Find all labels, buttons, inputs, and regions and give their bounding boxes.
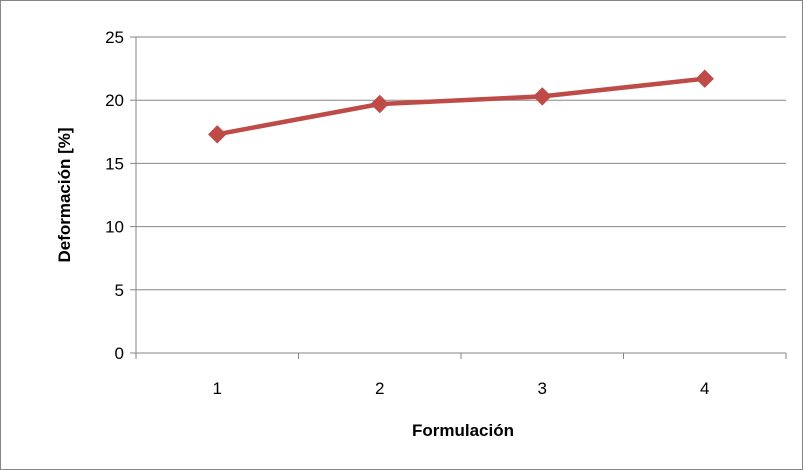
y-tick-label: 25	[105, 28, 124, 47]
x-tick-label: 4	[700, 379, 709, 398]
x-tick-label: 1	[213, 379, 222, 398]
y-tick-label: 15	[105, 154, 124, 173]
data-point-marker	[695, 69, 714, 88]
data-point-marker	[370, 94, 389, 114]
y-tick-label: 20	[105, 91, 124, 110]
x-tick-label: 2	[375, 379, 384, 398]
x-axis-title: Formulación	[412, 421, 514, 440]
y-axis-title: Deformación [%]	[55, 127, 74, 262]
tick-labels: 0 5 10 15 20 25 1 2 3 4	[105, 28, 709, 398]
series-line	[215, 76, 708, 137]
data-point-marker	[533, 87, 552, 106]
data-point-marker	[208, 125, 227, 144]
y-tick-label: 0	[115, 344, 124, 363]
y-tick-label: 10	[105, 218, 124, 237]
gridlines	[136, 36, 786, 291]
x-tick-label: 3	[538, 379, 547, 398]
axes	[130, 36, 787, 359]
series-group	[208, 69, 714, 144]
y-tick-label: 5	[115, 281, 124, 300]
